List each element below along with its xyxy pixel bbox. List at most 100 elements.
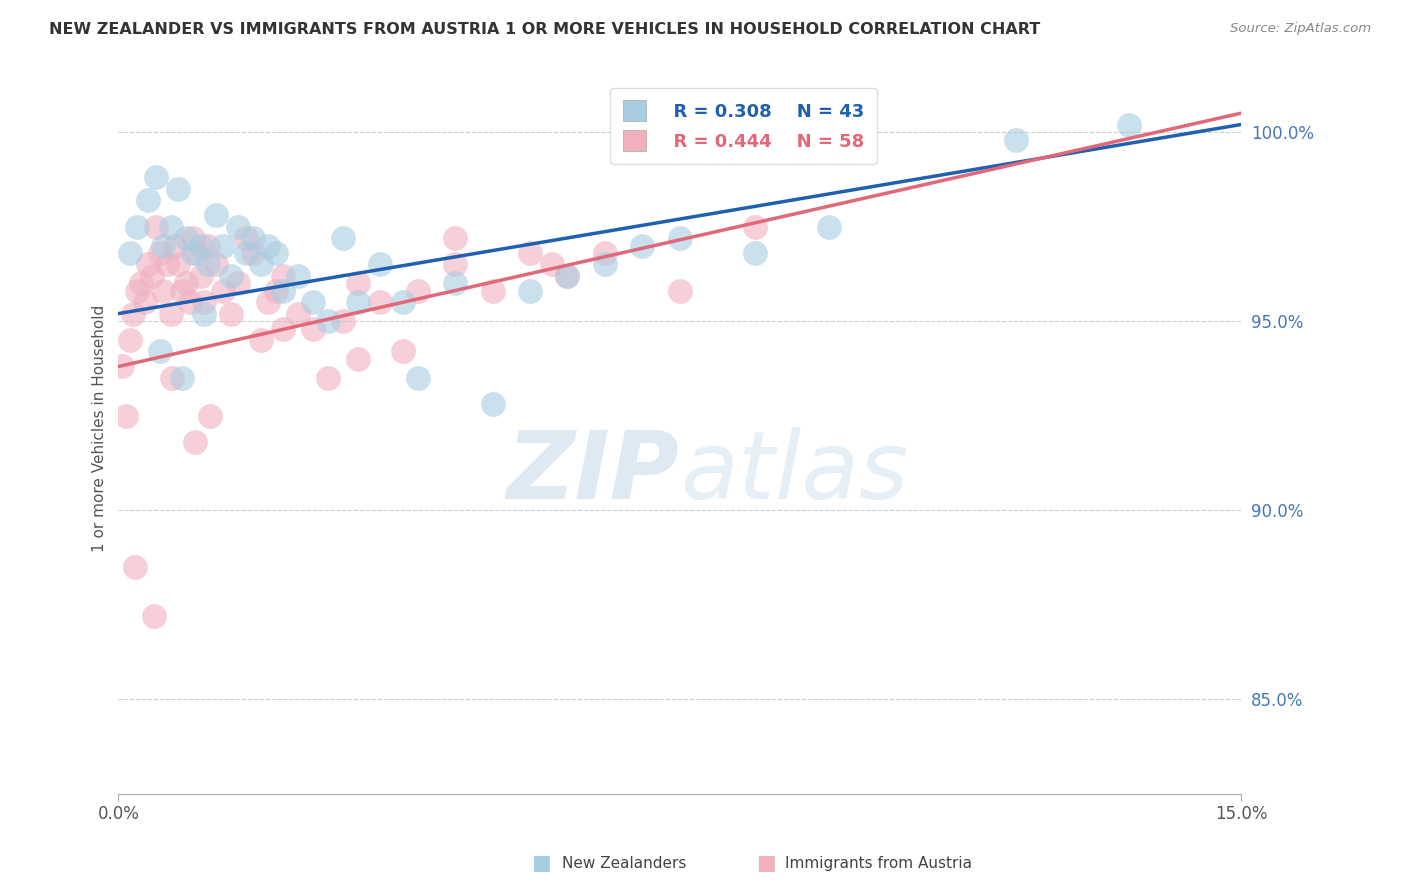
Point	[204, 208, 226, 222]
Point	[235, 231, 257, 245]
Point	[235, 246, 257, 260]
Point	[631, 238, 654, 252]
Point	[190, 268, 212, 283]
Point	[219, 268, 242, 283]
Point	[167, 182, 190, 196]
Point	[444, 257, 467, 271]
Point	[198, 409, 221, 423]
Point	[111, 359, 134, 374]
Point	[519, 246, 541, 260]
Legend:   R = 0.308    N = 43,   R = 0.444    N = 58: R = 0.308 N = 43, R = 0.444 N = 58	[610, 87, 876, 164]
Point	[287, 307, 309, 321]
Point	[170, 371, 193, 385]
Point	[186, 246, 208, 260]
Point	[406, 284, 429, 298]
Point	[287, 268, 309, 283]
Point	[138, 193, 160, 207]
Y-axis label: 1 or more Vehicles in Household: 1 or more Vehicles in Household	[93, 305, 107, 552]
Point	[152, 238, 174, 252]
Point	[127, 284, 149, 298]
Point	[212, 284, 235, 298]
Point	[156, 257, 179, 271]
Point	[184, 435, 207, 450]
Point	[406, 371, 429, 385]
Point	[122, 307, 145, 321]
Point	[668, 231, 690, 245]
Text: atlas: atlas	[679, 427, 908, 518]
Point	[141, 268, 163, 283]
Point	[159, 307, 181, 321]
Text: ZIP: ZIP	[506, 426, 679, 518]
Point	[179, 295, 201, 310]
Point	[138, 257, 160, 271]
Point	[190, 238, 212, 252]
Point	[668, 284, 690, 298]
Point	[1118, 118, 1140, 132]
Point	[124, 559, 146, 574]
Point	[316, 314, 339, 328]
Point	[444, 231, 467, 245]
Text: New Zealanders: New Zealanders	[562, 856, 686, 871]
Point	[264, 284, 287, 298]
Point	[129, 277, 152, 291]
Point	[332, 231, 354, 245]
Point	[145, 170, 167, 185]
Text: Source: ZipAtlas.com: Source: ZipAtlas.com	[1230, 22, 1371, 36]
Point	[162, 371, 184, 385]
Point	[1005, 133, 1028, 147]
Point	[444, 277, 467, 291]
Point	[593, 246, 616, 260]
Point	[242, 231, 264, 245]
Point	[481, 397, 503, 411]
Text: Immigrants from Austria: Immigrants from Austria	[785, 856, 972, 871]
Point	[332, 314, 354, 328]
Point	[226, 219, 249, 234]
Point	[174, 277, 197, 291]
Point	[242, 246, 264, 260]
Point	[149, 344, 172, 359]
Point	[316, 371, 339, 385]
Point	[264, 246, 287, 260]
Point	[541, 257, 564, 271]
Point	[143, 609, 166, 624]
Point	[249, 333, 271, 347]
Point	[347, 351, 370, 366]
Point	[115, 409, 138, 423]
Point	[257, 238, 280, 252]
Point	[226, 277, 249, 291]
Point	[193, 295, 215, 310]
Point	[271, 321, 294, 335]
Point	[145, 219, 167, 234]
Point	[302, 321, 325, 335]
Point	[127, 219, 149, 234]
Point	[302, 295, 325, 310]
Point	[149, 246, 172, 260]
Point	[181, 231, 204, 245]
Point	[152, 284, 174, 298]
Point	[370, 257, 392, 271]
Point	[347, 277, 370, 291]
Point	[347, 295, 370, 310]
Point	[271, 268, 294, 283]
Point	[118, 333, 141, 347]
Point	[193, 307, 215, 321]
Point	[167, 257, 190, 271]
Text: ■: ■	[756, 854, 776, 873]
Point	[134, 295, 156, 310]
Point	[249, 257, 271, 271]
Point	[197, 238, 219, 252]
Point	[519, 284, 541, 298]
Text: NEW ZEALANDER VS IMMIGRANTS FROM AUSTRIA 1 OR MORE VEHICLES IN HOUSEHOLD CORRELA: NEW ZEALANDER VS IMMIGRANTS FROM AUSTRIA…	[49, 22, 1040, 37]
Point	[204, 257, 226, 271]
Point	[557, 268, 579, 283]
Point	[271, 284, 294, 298]
Point	[159, 219, 181, 234]
Point	[163, 238, 186, 252]
Point	[174, 231, 197, 245]
Point	[181, 246, 204, 260]
Point	[391, 295, 413, 310]
Text: ■: ■	[531, 854, 551, 873]
Point	[593, 257, 616, 271]
Point	[118, 246, 141, 260]
Point	[257, 295, 280, 310]
